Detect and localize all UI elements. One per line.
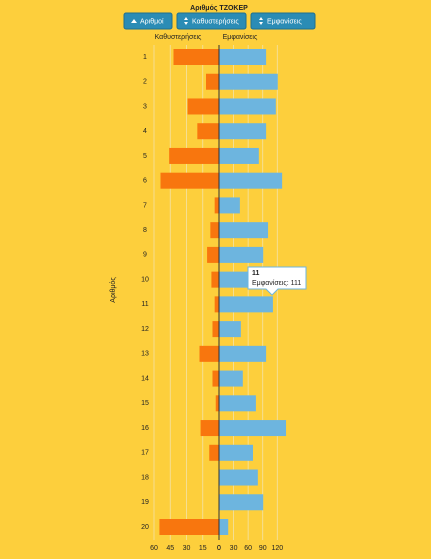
chart-title: Αριθμός ΤΖΟΚΕΡ [190, 5, 248, 12]
tooltip-text: Εμφανίσεις: 111 [252, 279, 301, 287]
bar [219, 73, 278, 90]
bar [173, 49, 219, 65]
sort-icon [184, 17, 188, 25]
bar [214, 197, 219, 214]
bar [212, 370, 219, 387]
y-tick-label: 11 [141, 301, 148, 308]
x-tick-label: 90 [259, 545, 267, 552]
bar [212, 321, 219, 338]
bar [219, 222, 269, 239]
button-label: Αριθμοί [140, 17, 164, 25]
series-header: Καθυστερήσεις [155, 34, 202, 41]
bar [219, 271, 251, 288]
bar [219, 147, 259, 164]
x-tick-label: 45 [166, 545, 174, 552]
tooltip: 11 Εμφανίσεις: 111 [247, 266, 307, 296]
sort-icon [259, 17, 263, 25]
bar [219, 172, 283, 189]
button[interactable]: Εμφανίσεις [250, 12, 316, 30]
button[interactable]: Αριθμοί [123, 12, 173, 30]
y-tick-label: 18 [141, 474, 149, 481]
y-tick-label: 3 [143, 103, 147, 110]
bar [215, 395, 219, 412]
y-tick-label: 9 [143, 252, 147, 259]
x-tick-label: 15 [199, 545, 207, 552]
bar [219, 469, 258, 486]
button-label: Εμφανίσεις [267, 17, 302, 25]
y-tick-label: 15 [141, 400, 149, 407]
bar [219, 494, 264, 511]
y-tick-label: 4 [143, 128, 147, 135]
bar [219, 296, 273, 313]
bar [210, 222, 219, 239]
button[interactable]: Καθυστερήσεις [176, 12, 247, 30]
bar [207, 246, 219, 263]
bar [160, 172, 219, 189]
button-bg [123, 12, 173, 30]
bar [209, 444, 219, 461]
y-tick-label: 17 [141, 450, 149, 457]
button-bg [176, 12, 247, 30]
bar [219, 321, 241, 338]
y-tick-label: 7 [143, 202, 147, 209]
bar [159, 519, 219, 535]
y-tick-label: 10 [141, 276, 149, 283]
bar [219, 123, 267, 140]
bar [219, 98, 276, 115]
y-tick-label: 20 [141, 524, 149, 531]
bar [219, 519, 229, 535]
button-bg [250, 12, 316, 30]
sort-icon [131, 19, 137, 23]
x-tick-label: 60 [150, 545, 158, 552]
tooltip-title: 11 [252, 270, 260, 277]
x-tick-label: 60 [244, 545, 252, 552]
bar [219, 444, 253, 461]
y-tick-label: 2 [143, 79, 147, 86]
series-header: Εμφανίσεις [223, 33, 258, 41]
bar [206, 73, 219, 90]
tooltip-box [247, 266, 307, 296]
bar [187, 98, 219, 115]
bar [219, 49, 267, 65]
bar [199, 345, 219, 362]
y-tick-label: 14 [141, 375, 149, 382]
bar [219, 197, 240, 214]
bar [219, 370, 243, 387]
y-tick-label: 19 [141, 499, 149, 506]
y-tick-label: 13 [141, 351, 149, 358]
x-tick-label: 0 [217, 545, 221, 552]
bar [219, 395, 256, 412]
bar [200, 420, 219, 437]
y-tick-label: 12 [141, 326, 149, 333]
bar [219, 420, 287, 437]
y-tick-label: 8 [143, 227, 147, 234]
bar [197, 123, 219, 140]
x-tick-label: 30 [183, 545, 191, 552]
bar [219, 345, 267, 362]
x-tick-label: 30 [230, 545, 238, 552]
bar [169, 147, 219, 164]
x-tick-label: 120 [271, 545, 283, 552]
button-label: Καθυστερήσεις [192, 18, 239, 25]
y-axis-label: Αριθμός [109, 277, 117, 303]
y-tick-label: 5 [143, 153, 147, 160]
y-tick-label: 16 [141, 425, 149, 432]
y-tick-label: 6 [143, 178, 147, 185]
bar [219, 246, 264, 263]
y-tick-label: 1 [143, 54, 147, 61]
bar [211, 271, 219, 288]
x-tick-label: 0 [217, 545, 221, 552]
bar [214, 296, 219, 313]
